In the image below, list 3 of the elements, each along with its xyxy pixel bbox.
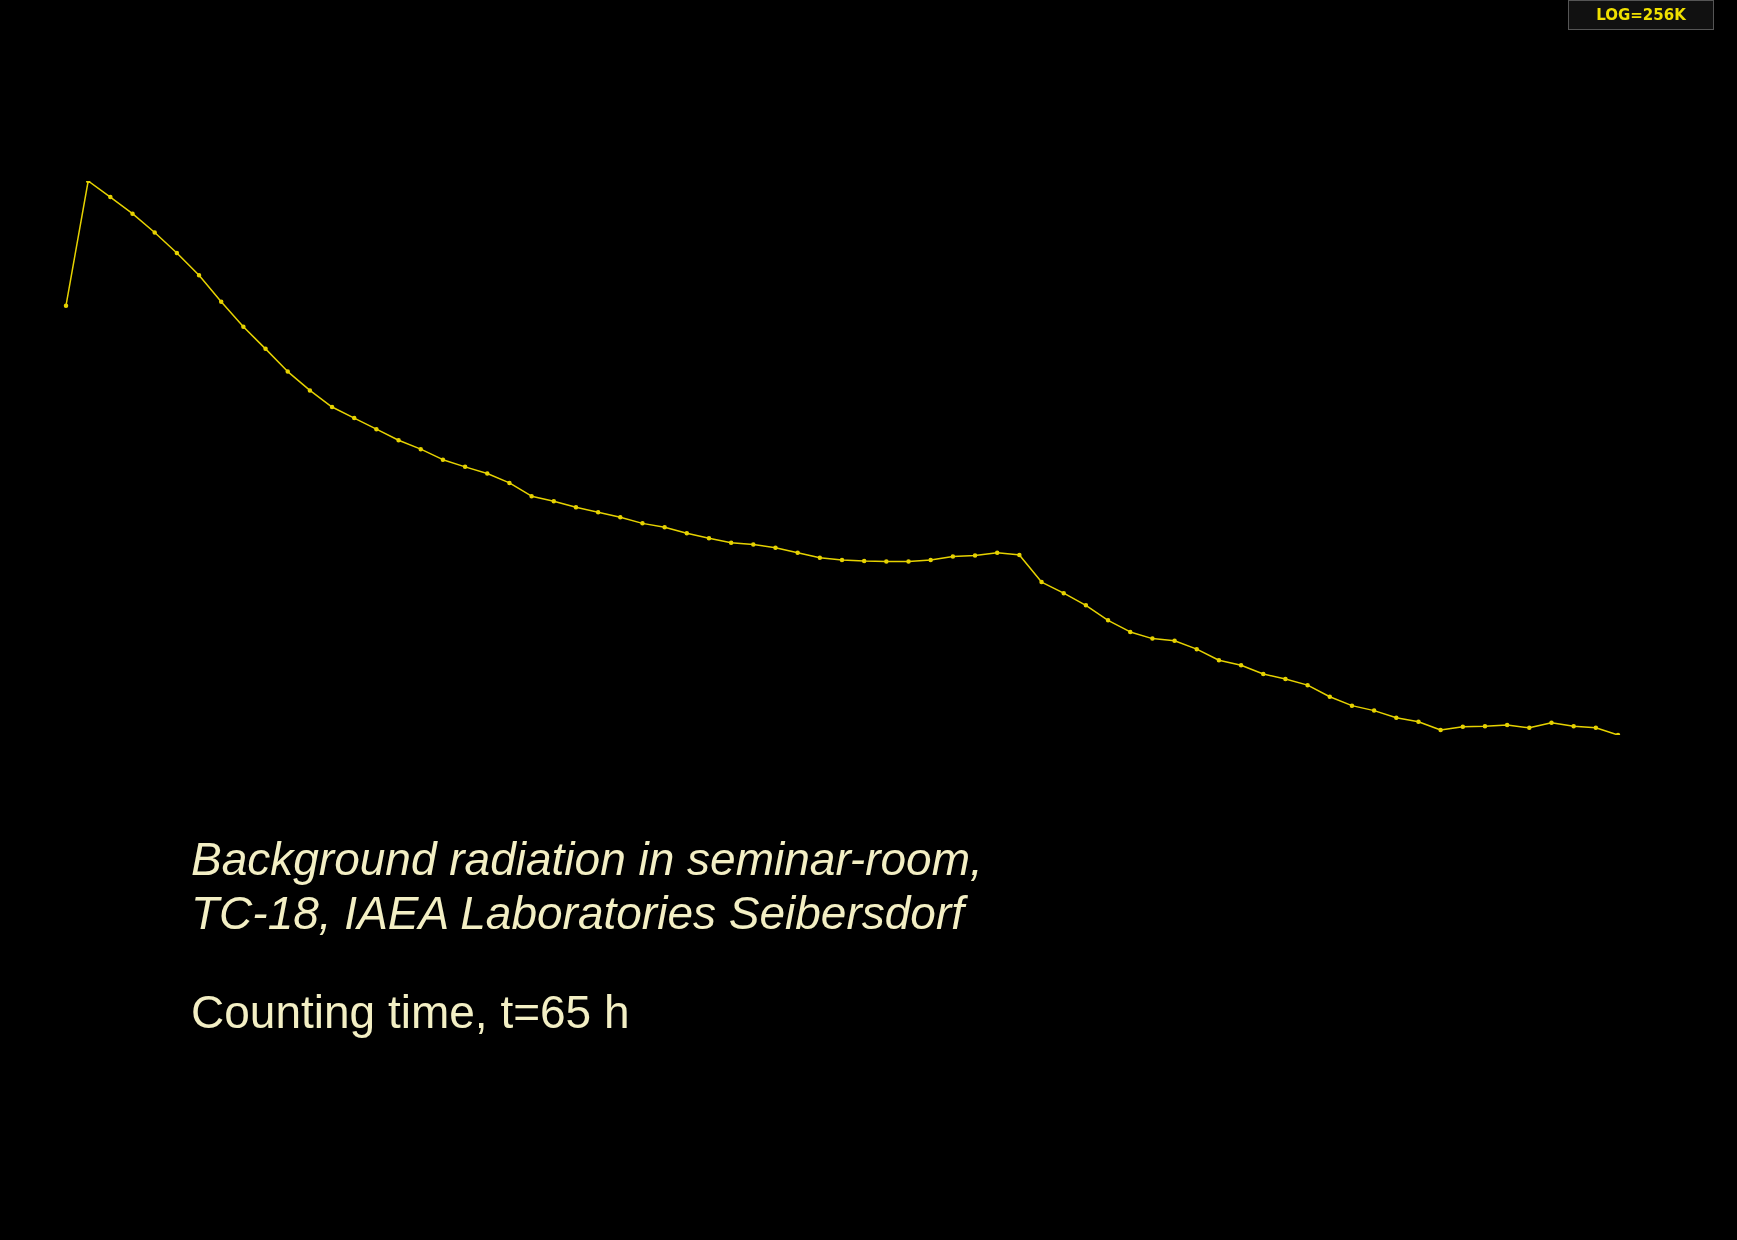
- text: LOG=256K: [1568, 0, 1714, 30]
- text: Counting time, t=65 h: [191, 985, 630, 1039]
- text: Background radiation in seminar-room, TC-18, IAEA Laboratories Seibersdorf: [191, 832, 983, 940]
